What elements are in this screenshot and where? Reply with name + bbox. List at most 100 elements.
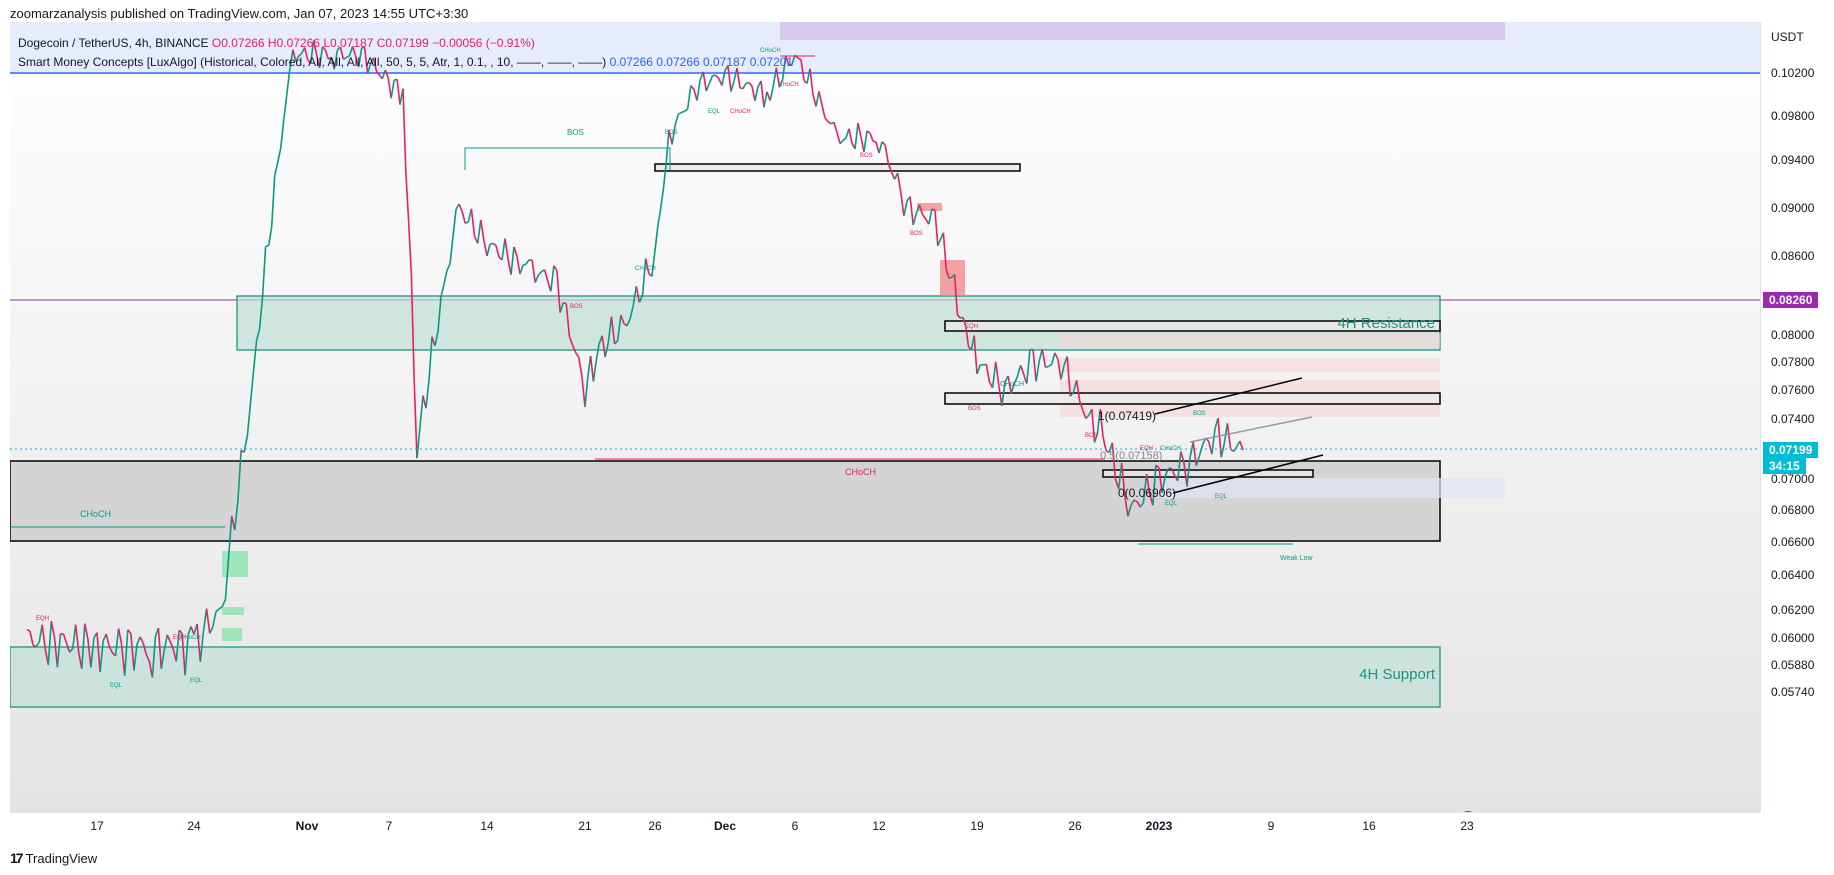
symbol-name[interactable]: Dogecoin / TetherUS, 4h, BINANCE	[18, 36, 209, 50]
structure-label-choch: CHoCH	[1000, 381, 1024, 388]
price-segment	[81, 623, 86, 669]
price-segment	[298, 52, 303, 57]
price-segment	[26, 628, 31, 632]
trendline-mid[interactable]	[1189, 416, 1313, 443]
price-segment	[702, 71, 708, 92]
tradingview-logo-icon: 17	[10, 850, 24, 866]
price-segment	[333, 49, 339, 70]
price-segment	[1066, 356, 1072, 397]
price-segment	[942, 232, 947, 270]
time-tick-label: 14	[480, 819, 494, 833]
price-segment	[991, 361, 997, 388]
price-segment	[1091, 409, 1096, 443]
price-segment	[84, 623, 89, 640]
resistance-label: 4H Resistance	[1337, 315, 1435, 332]
indicator-row: Smart Money Concepts [LuxAlgo] (Historic…	[18, 53, 793, 72]
price-segment	[690, 85, 695, 90]
price-axis[interactable]: USDT 0.10200 0.09800 0.09400 0.09000 0.08600…	[1760, 22, 1834, 812]
price-segment	[760, 80, 765, 108]
price-segment	[881, 141, 886, 146]
supply-zone-2	[1060, 380, 1440, 394]
price-segment	[489, 242, 494, 245]
price-segment	[1016, 365, 1022, 377]
price-segment	[96, 632, 101, 673]
price-segment	[860, 136, 865, 153]
price-segment	[616, 315, 622, 341]
order-block-1	[944, 320, 1441, 332]
chart-pane[interactable]: 4H Resistance 4H Support 1(0.07419) 0(0.069…	[10, 22, 1760, 812]
price-segment	[366, 63, 372, 74]
price-segment	[1180, 451, 1185, 463]
structure-label-bos: BOS	[860, 153, 873, 159]
price-segment	[434, 331, 439, 347]
bear-ob-small	[917, 203, 942, 211]
price-segment	[246, 402, 252, 436]
price-segment	[1054, 352, 1059, 360]
price-segment	[312, 40, 318, 55]
price-segment	[464, 221, 469, 225]
structure-label-bos: BOS	[1193, 411, 1206, 417]
price-segment	[1078, 400, 1084, 411]
price-segment	[565, 303, 571, 337]
price-segment	[626, 318, 631, 327]
price-segment	[763, 91, 768, 108]
price-segment	[1010, 383, 1016, 394]
price-segment	[1048, 363, 1053, 368]
price-segment	[614, 340, 619, 345]
price-segment	[35, 641, 40, 648]
price-segment	[342, 56, 347, 60]
indicator-name[interactable]: Smart Money Concepts [LuxAlgo] (Historic…	[18, 55, 607, 69]
price-segment	[120, 644, 126, 676]
price-segment	[1032, 349, 1037, 382]
structure-label-bos: BOS	[567, 128, 584, 137]
price-segment	[202, 608, 208, 632]
structure-label-eqh: EQH	[965, 324, 978, 330]
price-segment	[662, 163, 667, 190]
trendline-upper[interactable]	[1154, 377, 1303, 415]
price-segment	[921, 214, 927, 220]
price-segment	[480, 219, 485, 241]
bos-line-green	[464, 147, 671, 170]
price-segment	[163, 634, 169, 651]
price-segment	[791, 54, 796, 65]
structure-label-choch: CHoCH	[760, 48, 781, 54]
price-segment	[659, 188, 665, 210]
price-segment	[821, 104, 826, 119]
brand-name: TradingView	[25, 850, 98, 866]
time-axis[interactable]: 17 24 Nov 7 14 21 26 Dec 6 12 19 26 2023 9 16 23	[10, 812, 1760, 843]
price-segment	[71, 624, 77, 649]
price-segment	[324, 49, 330, 60]
price-segment	[208, 626, 214, 634]
structure-label-eql: EQL	[1215, 494, 1228, 500]
price-segment	[68, 648, 74, 653]
price-segment	[455, 203, 460, 210]
support-label: 4H Support	[1359, 666, 1436, 683]
price-segment	[1096, 409, 1101, 434]
structure-label-eql: EQL	[708, 109, 721, 115]
price-segment	[258, 296, 264, 329]
price-segment	[181, 633, 186, 676]
price-segment	[416, 426, 421, 459]
discount-zone	[1160, 478, 1505, 498]
price-segment	[32, 644, 37, 648]
bull-ob-2	[222, 628, 242, 641]
price-segment	[1155, 464, 1160, 469]
price-segment	[215, 608, 220, 613]
time-tick-label: 26	[1068, 819, 1082, 833]
price-segment	[1013, 376, 1019, 384]
price-segment	[1211, 428, 1216, 455]
price-segment	[578, 357, 583, 377]
price-segment	[641, 258, 647, 295]
price-segment	[571, 344, 577, 354]
trendline-lower[interactable]	[1172, 454, 1324, 494]
price-chart[interactable]: 4H Resistance 4H Support 1(0.07419) 0(0.069…	[10, 22, 1760, 812]
price-segment	[446, 263, 451, 271]
current-price-tag: 0.07199	[1763, 442, 1819, 458]
structure-label-choch: CHoCH	[730, 109, 751, 115]
price-segment	[504, 238, 509, 259]
price-segment	[184, 634, 189, 676]
price-segment	[875, 141, 880, 154]
price-segment	[339, 46, 345, 60]
time-tick-label: 23	[1460, 819, 1474, 833]
publish-info: zoomarzanalysis published on TradingView…	[10, 6, 469, 21]
